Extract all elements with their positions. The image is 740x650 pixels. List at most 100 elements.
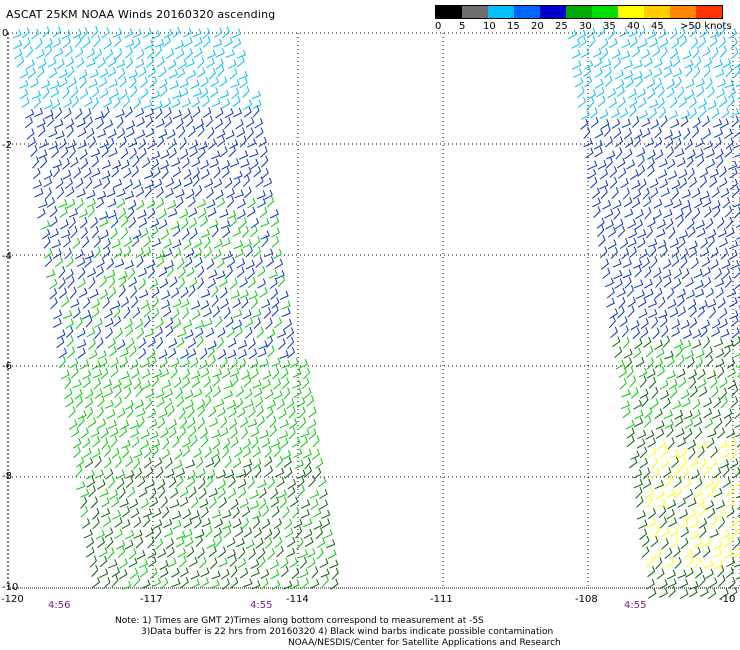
wind-barb xyxy=(82,377,91,389)
wind-barb xyxy=(243,166,252,178)
wind-barb xyxy=(197,547,205,559)
wind-barb xyxy=(152,368,163,379)
legend-swatch xyxy=(540,6,566,18)
wind-barb xyxy=(182,437,191,448)
wind-barb xyxy=(250,158,259,170)
wind-barb xyxy=(138,217,148,228)
wind-barb xyxy=(685,567,694,578)
wind-barb xyxy=(100,146,109,158)
wind-barb xyxy=(276,398,285,410)
wind-barb xyxy=(281,307,291,318)
wind-barb xyxy=(200,299,210,310)
wind-barb xyxy=(208,488,218,498)
wind-barb xyxy=(21,27,31,39)
wind-barb xyxy=(724,205,733,218)
wind-barb xyxy=(155,389,165,399)
wind-barb xyxy=(130,508,140,519)
wind-barb xyxy=(703,65,711,78)
wind-barb xyxy=(669,109,678,120)
wind-barb xyxy=(643,57,653,68)
wind-barb xyxy=(200,87,209,99)
wind-barb xyxy=(72,379,82,389)
wind-barb xyxy=(713,467,722,479)
wind-barb xyxy=(634,219,643,230)
wind-barb xyxy=(103,444,112,457)
wind-barb xyxy=(250,368,259,380)
wind-barb xyxy=(166,265,174,278)
wind-barb xyxy=(200,567,210,578)
wind-barb xyxy=(208,138,217,150)
wind-barb xyxy=(75,47,84,59)
wind-barb xyxy=(264,189,273,200)
wind-barb xyxy=(147,336,156,348)
wind-barb xyxy=(287,347,296,359)
wind-barb xyxy=(176,67,186,79)
wind-barb xyxy=(206,258,215,270)
wind-barb xyxy=(159,85,168,97)
wind-barb xyxy=(91,577,101,588)
wind-barb xyxy=(90,148,101,158)
wind-barb xyxy=(715,148,724,160)
wind-barb xyxy=(147,348,156,360)
wind-barb xyxy=(142,508,153,518)
wind-barb xyxy=(79,148,88,160)
wind-barb xyxy=(78,287,88,298)
wind-barb xyxy=(239,77,248,89)
wind-barb xyxy=(655,557,663,570)
wind-barb xyxy=(658,296,666,309)
wind-barb xyxy=(250,427,260,438)
wind-barb xyxy=(731,327,740,339)
wind-barb xyxy=(653,209,662,220)
wind-barb xyxy=(641,394,649,408)
x-tick-label: -114 xyxy=(286,594,309,605)
wind-barb xyxy=(608,97,618,109)
wind-barb xyxy=(194,256,203,268)
wind-barb xyxy=(169,276,178,288)
wind-barb xyxy=(160,149,170,160)
wind-barb xyxy=(712,118,723,128)
wind-barb xyxy=(182,368,191,380)
wind-barb xyxy=(136,129,146,139)
wind-barb xyxy=(610,108,620,119)
wind-barb xyxy=(115,47,123,60)
wind-barb xyxy=(38,199,48,209)
wind-barb xyxy=(147,139,156,150)
wind-barb xyxy=(162,437,170,450)
wind-barb xyxy=(685,65,693,77)
wind-barb xyxy=(55,130,65,140)
wind-barb xyxy=(211,448,220,459)
wind-barb xyxy=(36,49,45,59)
wind-barb xyxy=(190,510,200,520)
wind-barb xyxy=(711,187,720,199)
wind-barb xyxy=(675,208,684,220)
wind-barb xyxy=(693,66,701,79)
wind-barb xyxy=(615,79,625,90)
wind-barb xyxy=(211,225,219,238)
wind-barb xyxy=(696,227,706,238)
wind-barb xyxy=(724,339,734,349)
wind-barb xyxy=(248,338,256,350)
wind-barb xyxy=(173,460,183,470)
wind-barb xyxy=(104,527,114,538)
wind-barb xyxy=(254,118,264,129)
wind-barb xyxy=(727,87,736,99)
wind-barb xyxy=(184,389,194,400)
wind-barb xyxy=(679,35,688,48)
wind-barb xyxy=(124,190,135,200)
wind-barb xyxy=(718,177,728,188)
wind-barb xyxy=(722,465,730,477)
wind-barb xyxy=(649,37,659,48)
wind-barb xyxy=(73,438,82,449)
wind-barb xyxy=(704,478,714,489)
wind-barb xyxy=(185,459,195,469)
wind-barb xyxy=(236,49,247,59)
wind-barb xyxy=(677,437,687,448)
legend-label: 5 xyxy=(459,21,466,32)
wind-barb xyxy=(185,247,195,258)
wind-barb xyxy=(72,307,81,319)
wind-barb xyxy=(647,149,656,160)
wind-barb xyxy=(276,545,284,558)
wind-barb xyxy=(689,107,697,120)
wind-barb xyxy=(666,488,676,498)
wind-barb xyxy=(190,579,200,589)
